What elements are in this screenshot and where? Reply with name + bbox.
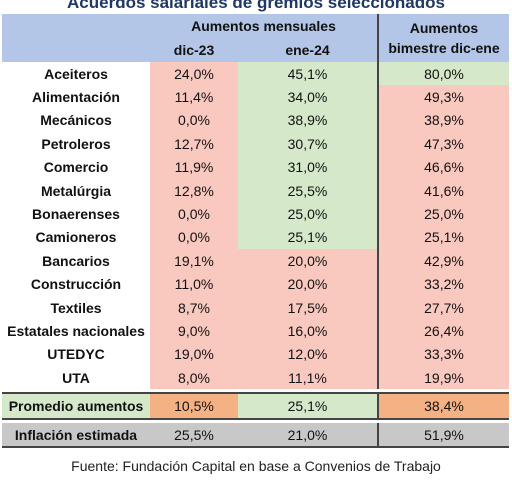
table-row: Alimentación 11,4% 34,0% 49,3% <box>2 85 509 109</box>
row-dic: 12,8% <box>150 178 238 203</box>
inflation-ene: 21,0% <box>287 426 328 443</box>
header-dic-23: dic-23 <box>173 42 215 58</box>
row-bimestre: 80,0% <box>377 62 509 86</box>
row-ene: 11,1% <box>238 366 377 390</box>
table-body: Aceiteros 24,0% 45,1% 80,0% Alimentación 11,4… <box>2 62 509 390</box>
row-ene: 17,5% <box>238 295 377 320</box>
table-title: Acuerdos salariales de gremios seleccion… <box>67 0 445 12</box>
summary-label: Promedio aumentos <box>2 394 150 418</box>
table-row: Petroleros 12,7% 30,7% 47,3% <box>2 132 509 156</box>
row-name: Alimentación <box>32 89 120 106</box>
row-ene: 16,0% <box>238 319 377 343</box>
row-dic: 11,4% <box>150 85 238 109</box>
row-bimestre: 49,3% <box>377 85 509 109</box>
row-ene: 38,9% <box>238 108 377 133</box>
row-dic: 12,7% <box>150 132 238 156</box>
table-row: Estatales nacionales 9,0% 16,0% 26,4% <box>2 319 509 343</box>
row-dic: 19,0% <box>150 342 238 367</box>
header-bimestre-line1: Aumentos <box>409 20 479 36</box>
row-ene: 34,0% <box>238 85 377 109</box>
row-name: Metalúrgia <box>40 182 111 199</box>
inflation-dic: 25,5% <box>174 426 214 443</box>
table-row: Aceiteros 24,0% 45,1% 80,0% <box>2 62 509 86</box>
row-dic: 24,0% <box>150 62 238 86</box>
summary-ene: 25,1% <box>238 394 377 418</box>
header-monthly-increases: Aumentos mensuales <box>191 18 336 34</box>
row-bimestre: 41,6% <box>377 178 509 203</box>
row-dic: 11,9% <box>150 155 238 179</box>
row-name: Camioneros <box>35 229 117 246</box>
row-ene: 31,0% <box>238 155 377 179</box>
row-dic: 9,0% <box>150 319 238 343</box>
row-dic: 0,0% <box>150 108 238 133</box>
row-bimestre: 46,6% <box>377 155 509 179</box>
row-ene: 20,0% <box>238 272 377 296</box>
row-dic: 19,1% <box>150 249 238 273</box>
row-name: UTA <box>62 369 90 386</box>
row-bimestre: 25,0% <box>377 202 509 226</box>
table-row: Bancarios 19,1% 20,0% 42,9% <box>2 249 509 273</box>
table-row: Textiles 8,7% 17,5% 27,7% <box>2 295 509 320</box>
row-dic: 8,7% <box>150 295 238 320</box>
header-ene-24: ene-24 <box>285 42 330 58</box>
row-bimestre: 33,2% <box>377 272 509 296</box>
row-ene: 25,1% <box>238 225 377 250</box>
row-dic: 11,0% <box>150 272 238 296</box>
wage-agreements-table: Aumentos mensuales dic-23 ene-24 Aumento… <box>2 14 509 449</box>
row-bimestre: 26,4% <box>377 319 509 343</box>
row-ene: 45,1% <box>238 62 377 86</box>
row-name: Bancarios <box>42 252 110 269</box>
row-name: Bonaerenses <box>32 206 120 223</box>
header-bimestre: Aumentos bimestre dic-ene <box>377 14 509 62</box>
row-ene: 25,0% <box>238 202 377 226</box>
table-row: Bonaerenses 0,0% 25,0% 25,0% <box>2 202 509 226</box>
row-name: Construcción <box>30 276 122 293</box>
table-row: UTA 8,0% 11,1% 19,9% <box>2 366 509 390</box>
row-bimestre: 27,7% <box>377 295 509 320</box>
inflation-row: Inflación estimada 25,5% 21,0% 51,9% <box>2 422 509 449</box>
row-name: UTEDYC <box>47 346 105 363</box>
table-row: Metalúrgia 12,8% 25,5% 41,6% <box>2 178 509 203</box>
summary-dic: 10,5% <box>150 394 238 418</box>
row-name: Comercio <box>43 159 109 176</box>
header-bimestre-line2: bimestre dic-ene <box>388 40 500 56</box>
row-ene: 30,7% <box>238 132 377 156</box>
row-bimestre: 19,9% <box>377 366 509 390</box>
row-name: Estatales nacionales <box>7 322 145 339</box>
row-bimestre: 42,9% <box>377 249 509 273</box>
row-bimestre: 47,3% <box>377 132 509 156</box>
table-row: UTEDYC 19,0% 12,0% 33,3% <box>2 342 509 367</box>
row-name: Textiles <box>50 299 102 316</box>
row-ene: 25,5% <box>238 178 377 203</box>
row-bimestre: 33,3% <box>377 342 509 367</box>
row-dic: 8,0% <box>150 366 238 390</box>
table-row: Mecánicos 0,0% 38,9% 38,9% <box>2 108 509 133</box>
row-name: Petroleros <box>41 135 111 152</box>
summary-bimestre: 38,4% <box>377 394 509 418</box>
table-header: Aumentos mensuales dic-23 ene-24 Aumento… <box>2 14 509 62</box>
source-note: Fuente: Fundación Capital en base a Conv… <box>71 458 441 474</box>
row-dic: 0,0% <box>150 225 238 250</box>
row-ene: 20,0% <box>238 249 377 273</box>
inflation-bimestre: 51,9% <box>377 422 509 447</box>
table-row: Camioneros 0,0% 25,1% 25,1% <box>2 225 509 250</box>
row-ene: 12,0% <box>238 342 377 367</box>
row-bimestre: 38,9% <box>377 108 509 133</box>
row-name: Mecánicos <box>40 112 112 129</box>
table-row: Construcción 11,0% 20,0% 33,2% <box>2 272 509 296</box>
row-bimestre: 25,1% <box>377 225 509 250</box>
inflation-label: Inflación estimada <box>14 426 138 443</box>
summary-row: Promedio aumentos 10,5% 25,1% 38,4% <box>2 392 509 420</box>
row-name: Aceiteros <box>44 65 108 82</box>
row-dic: 0,0% <box>150 202 238 226</box>
table-row: Comercio 11,9% 31,0% 46,6% <box>2 155 509 179</box>
